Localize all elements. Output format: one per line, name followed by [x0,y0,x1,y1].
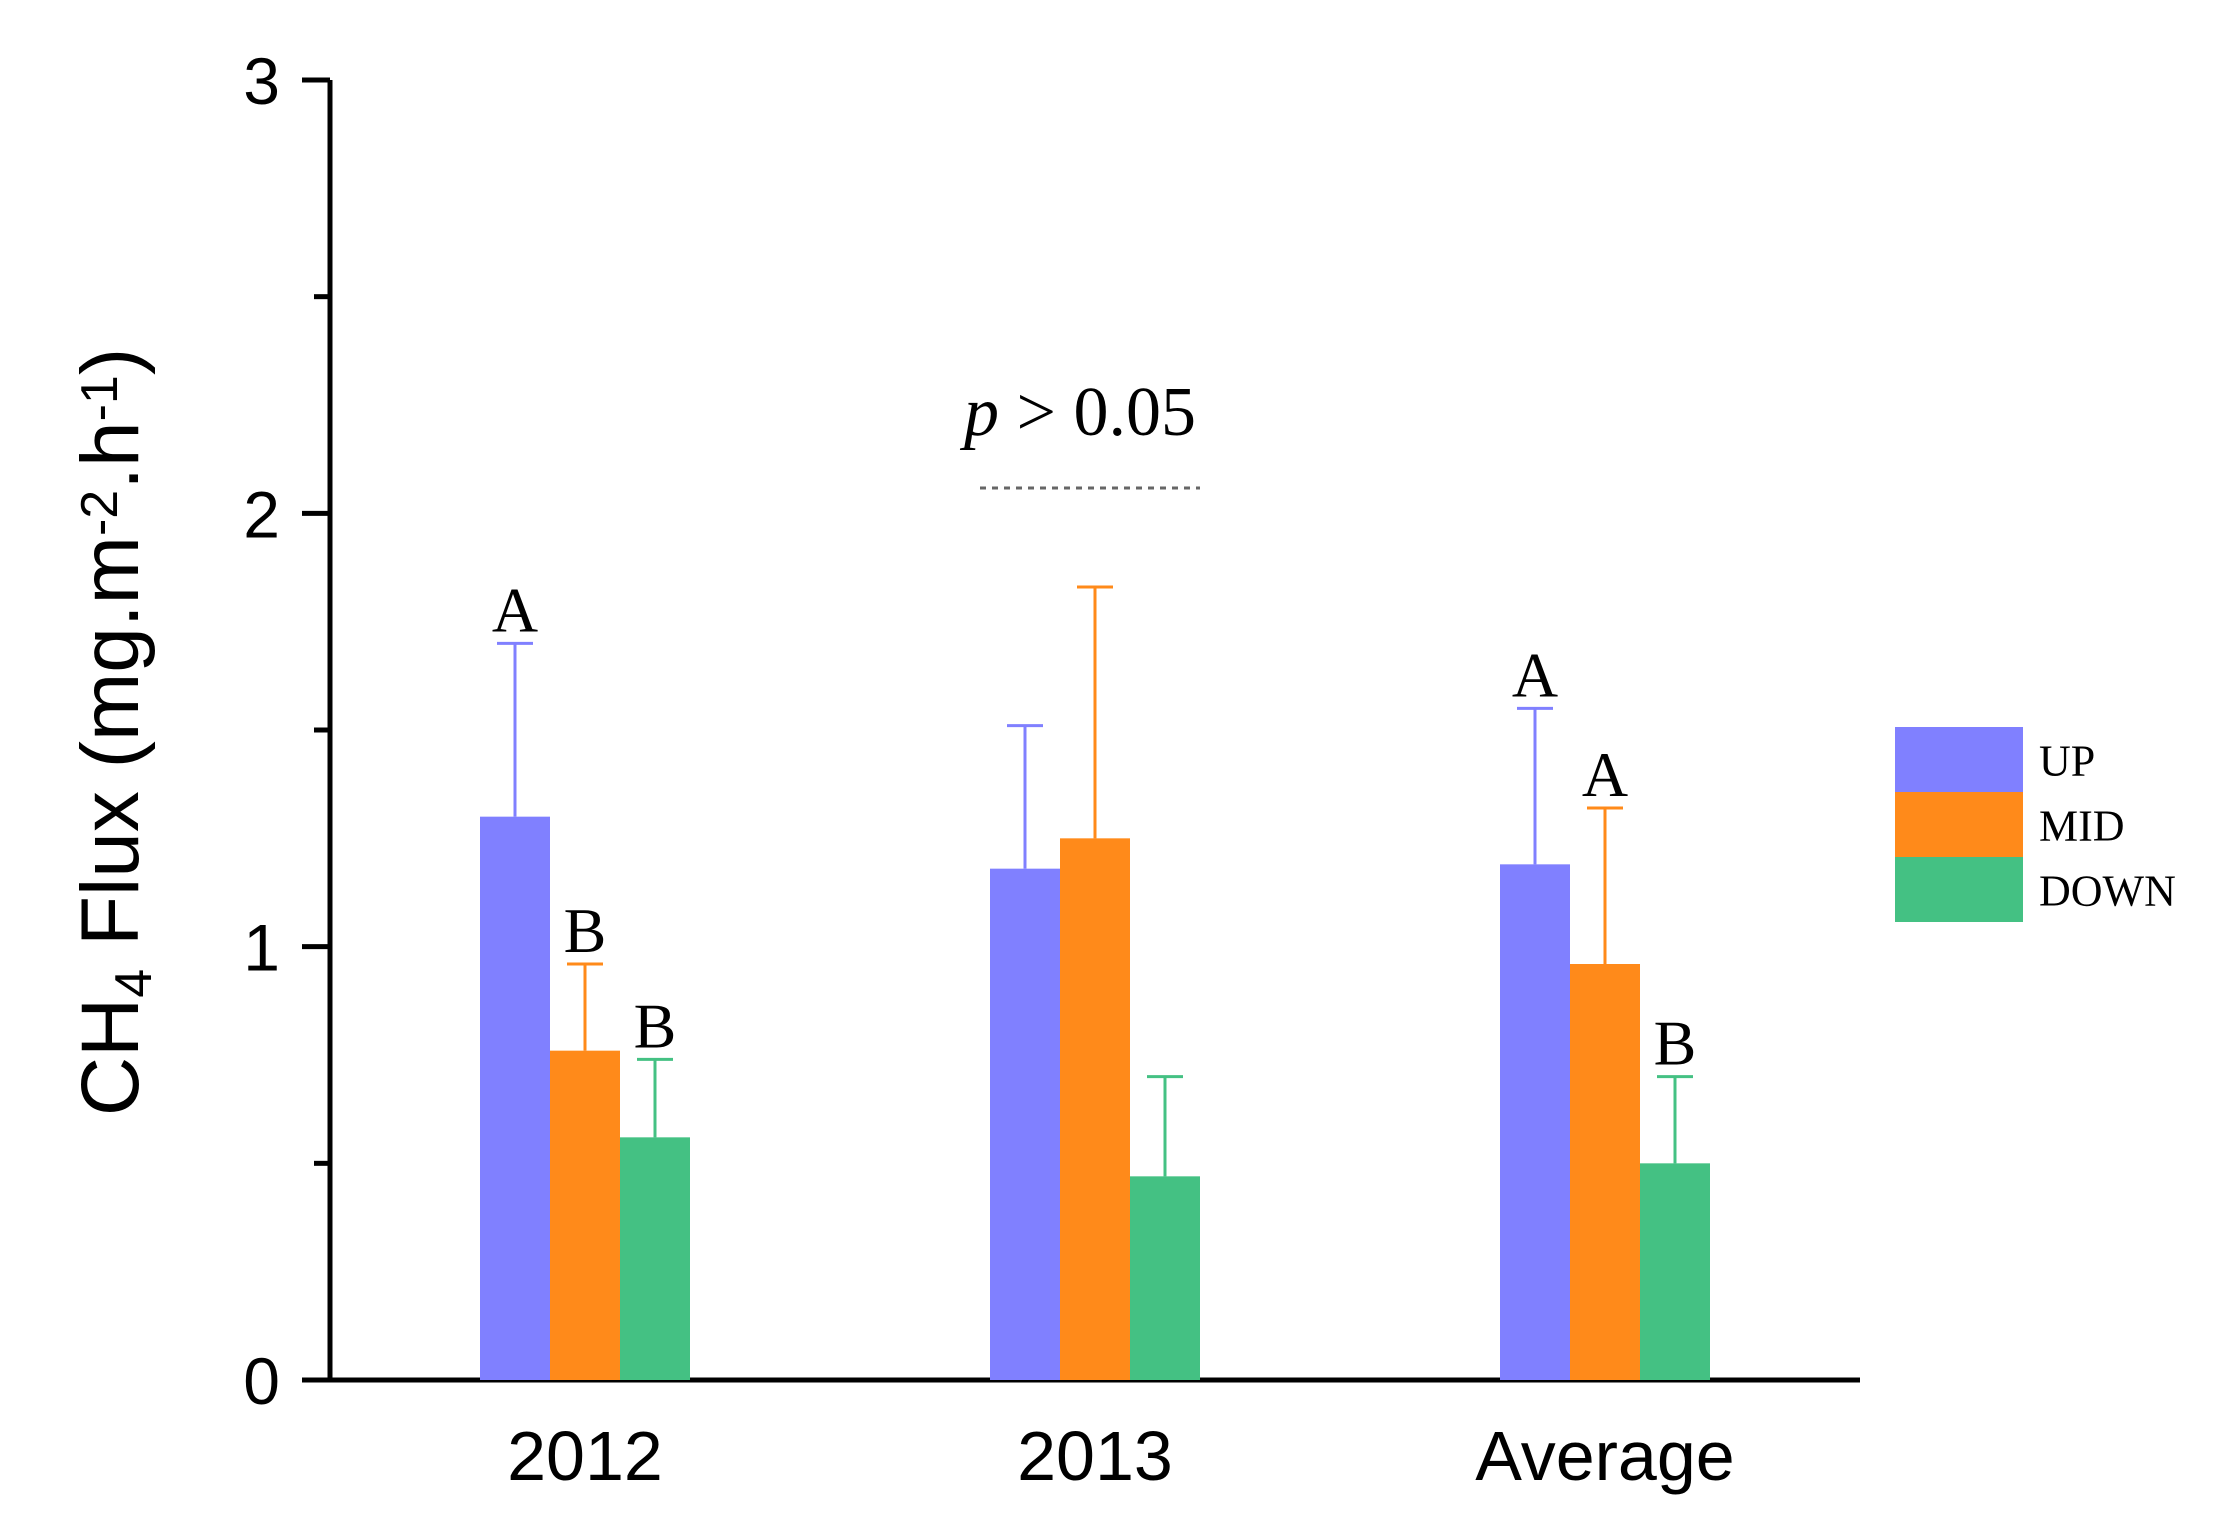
y-tick-label: 3 [243,44,280,118]
bar-mid [1060,838,1130,1380]
legend-swatch-mid [1895,792,2023,857]
y-tick-label: 2 [243,477,280,551]
bar-down [1130,1176,1200,1380]
bars [480,816,1710,1380]
significance-letter: B [1654,1008,1697,1079]
x-tick-label: Average [1475,1417,1734,1495]
bar-up [480,816,550,1380]
x-tick-label: 2012 [507,1417,663,1495]
error-bars [497,585,1693,1177]
legend-swatch-down [1895,857,2023,922]
significance-letter: B [564,895,607,966]
legend-label-down: DOWN [2039,867,2176,916]
bar-mid [1570,964,1640,1380]
bar-up [1500,864,1570,1380]
legend-label-mid: MID [2039,802,2125,851]
significance-letter: A [492,574,538,645]
legend: UP MID DOWN [1895,727,2176,922]
axes: 0 1 2 3 2012 2013 Average [243,44,1860,1495]
y-tick-label: 0 [243,1344,280,1418]
legend-label-up: UP [2039,737,2095,786]
significance-letter: A [1582,739,1628,810]
significance-letter: B [634,990,677,1061]
y-tick-label: 1 [243,911,280,985]
p-value-text: p > 0.05 [959,374,1196,451]
legend-swatch-up [1895,727,2023,792]
bar-down [1640,1163,1710,1380]
bar-mid [550,1050,620,1380]
x-tick-label: 2013 [1017,1417,1173,1495]
bar-down [620,1137,690,1380]
significance-letter: A [1512,639,1558,710]
bar-up [990,868,1060,1380]
y-axis-label: CH4 Flux (mg.m-2.h-1) [65,348,163,1116]
p-value-annotation: p > 0.05 [959,374,1200,490]
